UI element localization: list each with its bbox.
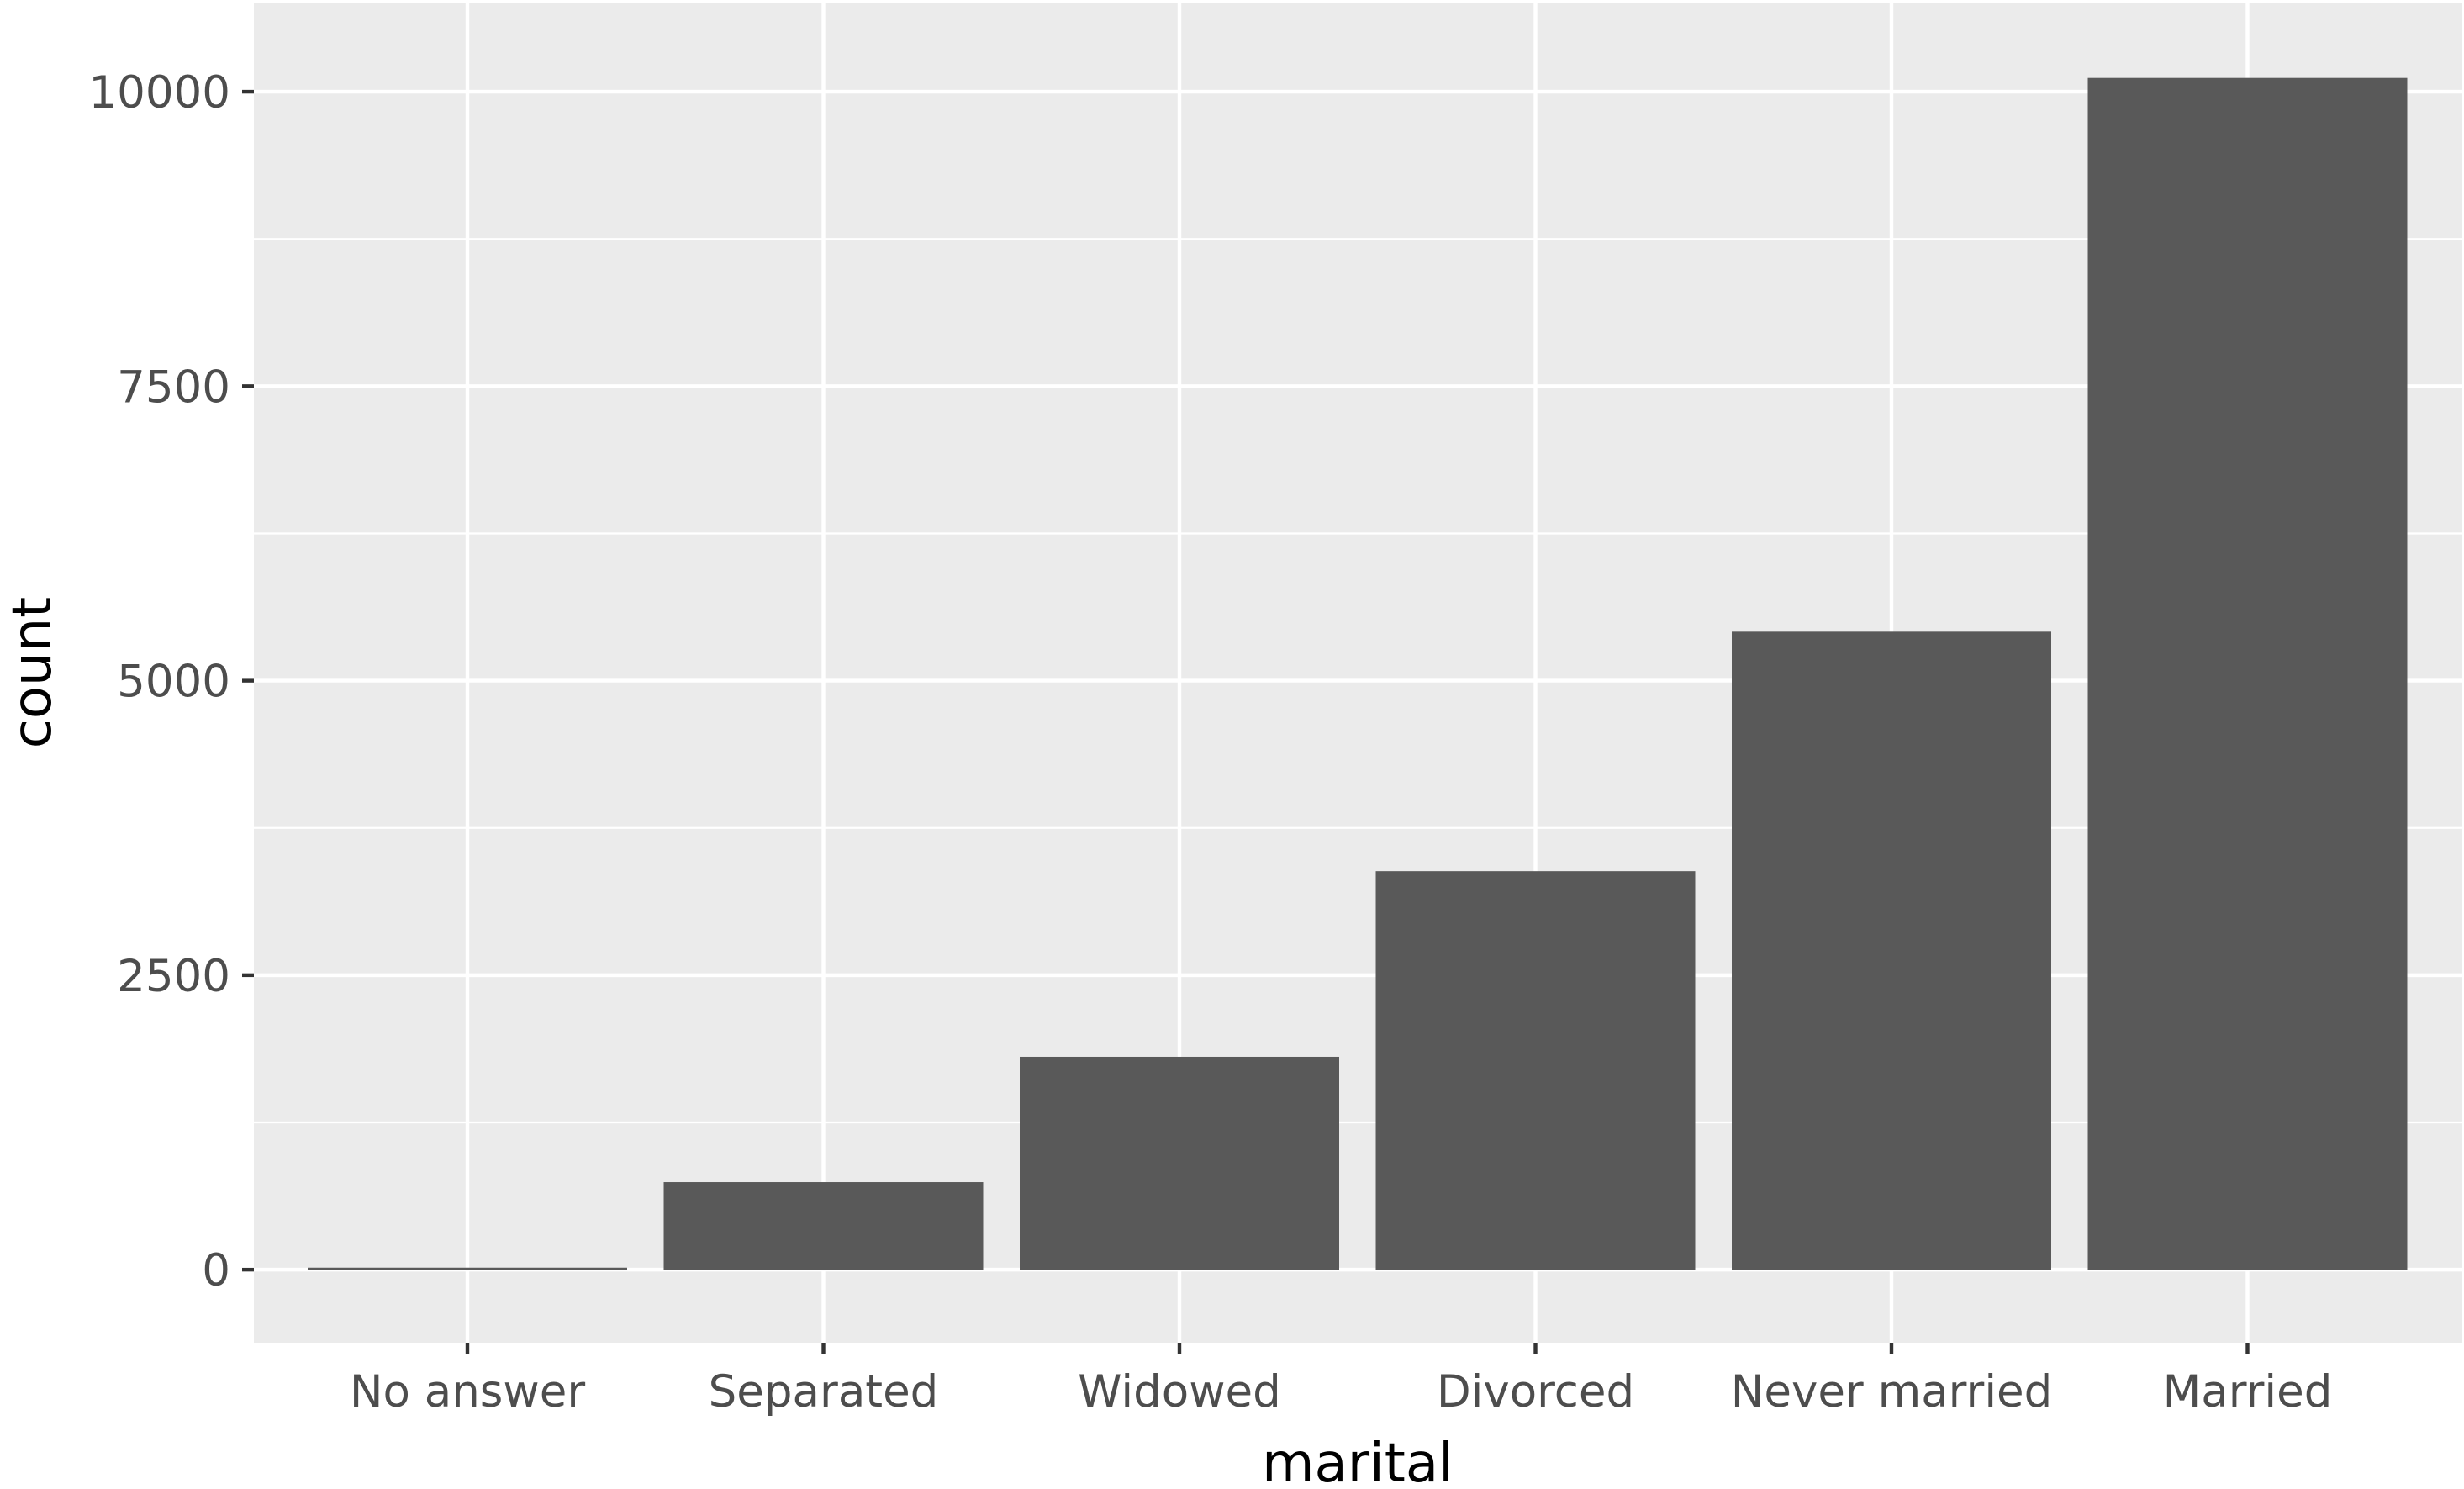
y-tick-label: 10000 [88, 67, 230, 119]
x-tick-label: Widowed [1078, 1366, 1281, 1418]
y-tick-label: 0 [202, 1245, 230, 1296]
bar-never-married [1732, 631, 2051, 1270]
y-tick-label: 5000 [117, 657, 230, 708]
x-tick-label: Separated [709, 1366, 939, 1418]
bar-married [2087, 77, 2408, 1270]
bar-no-answer [308, 1267, 627, 1270]
x-axis: No answer Separated Widowed Divorced Never m… [350, 1343, 2333, 1418]
x-tick-label: Never married [1731, 1366, 2053, 1418]
y-tick-label: 2500 [117, 951, 230, 1002]
x-axis-title: marital [1262, 1433, 1454, 1489]
x-tick-label: Divorced [1437, 1366, 1634, 1418]
bars [308, 77, 2408, 1270]
x-tick-label: Married [2163, 1366, 2333, 1418]
y-axis: 0 2500 5000 7500 10000 [88, 67, 254, 1296]
bar-divorced [1375, 871, 1696, 1270]
y-axis-title: count [2, 597, 64, 749]
y-tick-label: 7500 [117, 362, 230, 413]
x-tick-label: No answer [350, 1366, 586, 1418]
bar-widowed [1020, 1056, 1339, 1270]
bar-separated [663, 1182, 984, 1270]
